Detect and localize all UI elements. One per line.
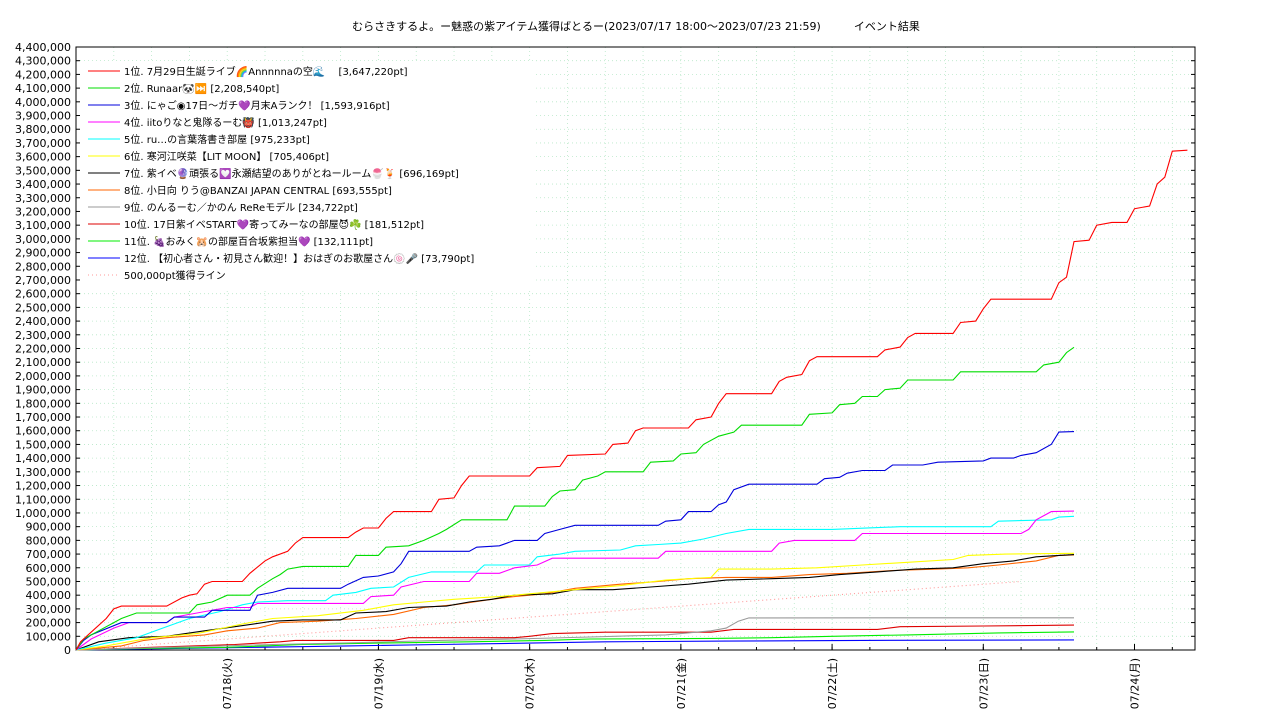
legend-item: 2位. Runaar🐼⏭️ [2,208,540pt] bbox=[124, 82, 279, 95]
y-tick-label: 300,000 bbox=[26, 603, 72, 616]
series-line bbox=[75, 515, 1075, 651]
y-tick-label: 800,000 bbox=[26, 534, 72, 547]
y-tick-label: 1,300,000 bbox=[15, 466, 71, 479]
x-tick-label: 07/23(日) bbox=[977, 658, 990, 709]
y-tick-label: 200,000 bbox=[26, 617, 72, 630]
y-tick-label: 3,900,000 bbox=[15, 110, 71, 123]
plot-frame bbox=[75, 46, 1196, 651]
y-tick-label: 2,700,000 bbox=[15, 274, 71, 287]
y-tick-label: 3,300,000 bbox=[15, 192, 71, 205]
y-tick-label: 1,900,000 bbox=[15, 384, 71, 397]
y-tick-label: 3,400,000 bbox=[15, 178, 71, 191]
x-tick-label: 07/24(月) bbox=[1129, 658, 1142, 709]
x-tick-label: 07/19(水) bbox=[372, 658, 385, 709]
legend-item: 1位. 7月29日生誕ライブ🌈Annnnnaの空🌊 [3,647,220pt] bbox=[124, 65, 408, 78]
legend-item: 11位. 🍇おみく🐹の部屋百合坂紫担当💜 [132,111pt] bbox=[124, 235, 373, 248]
y-tick-label: 1,400,000 bbox=[15, 452, 71, 465]
legend-item: 12位. 【初心者さん・初見さん歓迎！】おはぎのお歌屋さん🍥🎤 [73,790p… bbox=[124, 252, 474, 265]
y-tick-label: 1,600,000 bbox=[15, 425, 71, 438]
legend-item: 5位. ru…の言葉落書き部屋 [975,233pt] bbox=[124, 133, 310, 146]
y-tick-label: 1,000,000 bbox=[15, 507, 71, 520]
axes: 0100,000200,000300,000400,000500,000600,… bbox=[15, 41, 1196, 709]
legend-item: 8位. 小日向 りう@BANZAI JAPAN CENTRAL [693,555… bbox=[124, 184, 392, 197]
y-tick-label: 1,800,000 bbox=[15, 397, 71, 410]
series-line bbox=[75, 554, 1075, 651]
y-tick-label: 2,400,000 bbox=[15, 315, 71, 328]
series-line bbox=[75, 510, 1075, 651]
y-tick-label: 2,900,000 bbox=[15, 247, 71, 260]
series-line bbox=[75, 552, 1075, 651]
y-tick-label: 400,000 bbox=[26, 589, 72, 602]
series-line bbox=[75, 431, 1075, 651]
y-tick-label: 4,000,000 bbox=[15, 96, 71, 109]
legend-item: 500,000pt獲得ライン bbox=[124, 269, 226, 282]
y-tick-label: 3,200,000 bbox=[15, 205, 71, 218]
series-line bbox=[75, 149, 1188, 651]
x-tick-label: 07/18(火) bbox=[221, 658, 234, 709]
y-tick-label: 3,100,000 bbox=[15, 219, 71, 232]
legend-item: 9位. のんるーむ／かのん ReReモデル [234,722pt] bbox=[124, 201, 358, 214]
y-tick-label: 4,300,000 bbox=[15, 55, 71, 68]
x-tick-label: 07/20(木) bbox=[524, 658, 537, 709]
y-tick-label: 500,000 bbox=[26, 575, 72, 588]
y-tick-label: 2,300,000 bbox=[15, 329, 71, 342]
series-line bbox=[75, 624, 1075, 651]
y-tick-label: 3,600,000 bbox=[15, 151, 71, 164]
y-tick-label: 3,700,000 bbox=[15, 137, 71, 150]
y-tick-label: 1,500,000 bbox=[15, 438, 71, 451]
y-tick-label: 2,500,000 bbox=[15, 301, 71, 314]
legend-item: 4位. iitoりなと鬼隊るーむ👹 [1,013,247pt] bbox=[124, 116, 327, 129]
y-tick-label: 700,000 bbox=[26, 548, 72, 561]
series-line bbox=[75, 346, 1075, 651]
series-line bbox=[75, 631, 1075, 651]
legend-item: 6位. 寒河江咲菜【LIT MOON】 [705,406pt] bbox=[124, 150, 329, 163]
y-tick-label: 2,200,000 bbox=[15, 343, 71, 356]
y-tick-label: 2,800,000 bbox=[15, 260, 71, 273]
y-tick-label: 1,700,000 bbox=[15, 411, 71, 424]
legend-item: 10位. 17日紫イベSTART💜寄ってみーなの部屋😈☘️ [181,512pt… bbox=[124, 218, 424, 231]
series-lines bbox=[75, 149, 1188, 651]
x-tick-label: 07/22(土) bbox=[826, 658, 839, 709]
y-tick-label: 900,000 bbox=[26, 521, 72, 534]
series-line bbox=[75, 617, 1075, 651]
y-tick-label: 2,000,000 bbox=[15, 370, 71, 383]
y-tick-label: 2,100,000 bbox=[15, 356, 71, 369]
x-tick-label: 07/21(金) bbox=[674, 658, 688, 709]
y-tick-label: 600,000 bbox=[26, 562, 72, 575]
y-tick-label: 4,100,000 bbox=[15, 82, 71, 95]
legend-item: 3位. にゃご◉17日〜ガチ💜月末Aランク！ [1,593,916pt] bbox=[124, 99, 390, 112]
y-tick-label: 0 bbox=[64, 644, 71, 657]
y-tick-label: 100,000 bbox=[26, 630, 72, 643]
chart-title: むらさきするよ。ー魅惑の紫アイテム獲得ばとるー(2023/07/17 18:00… bbox=[352, 19, 920, 33]
y-tick-label: 3,000,000 bbox=[15, 233, 71, 246]
legend: 1位. 7月29日生誕ライブ🌈Annnnnaの空🌊 [3,647,220pt] … bbox=[80, 61, 535, 291]
y-tick-label: 1,100,000 bbox=[15, 493, 71, 506]
y-tick-label: 4,200,000 bbox=[15, 68, 71, 81]
legend-box bbox=[80, 61, 535, 291]
y-tick-label: 1,200,000 bbox=[15, 480, 71, 493]
y-tick-label: 3,500,000 bbox=[15, 164, 71, 177]
y-tick-label: 4,400,000 bbox=[15, 41, 71, 54]
y-tick-label: 2,600,000 bbox=[15, 288, 71, 301]
legend-item: 7位. 紫イベ🔮頑張る💟永瀬結望のありがとねールーム🍧🍹 [696,169pt] bbox=[124, 167, 459, 180]
y-tick-label: 3,800,000 bbox=[15, 123, 71, 136]
